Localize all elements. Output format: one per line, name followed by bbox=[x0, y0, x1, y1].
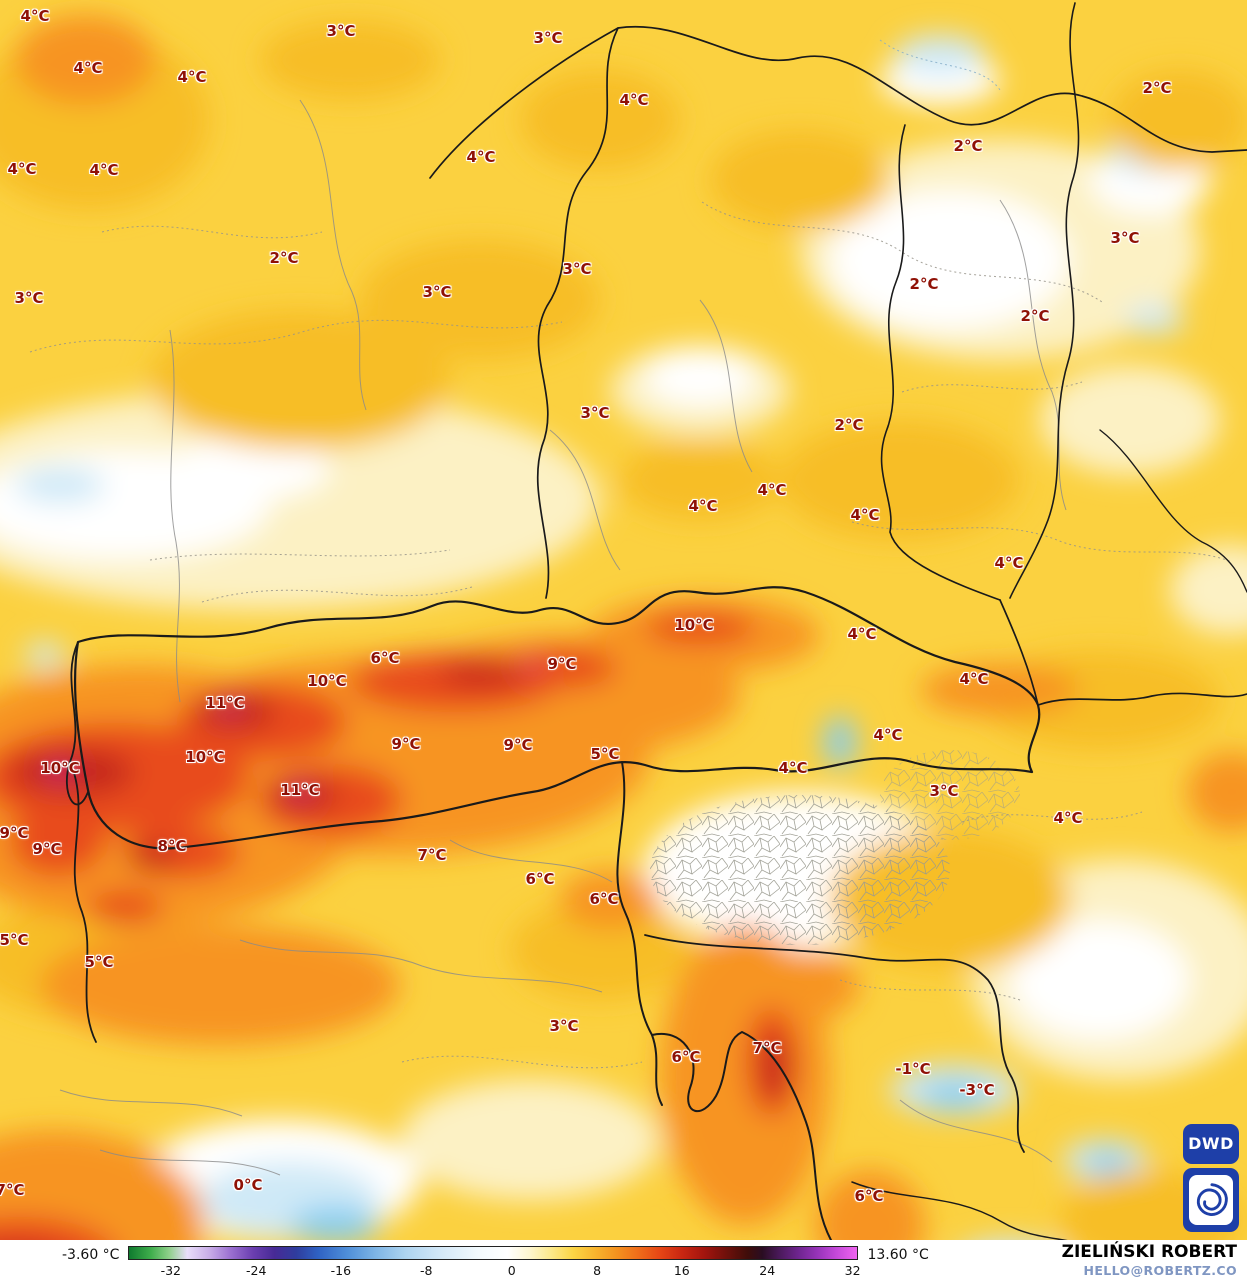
adriatic-coastline bbox=[651, 1031, 833, 1240]
legend-tick-label: -8 bbox=[420, 1263, 433, 1278]
dwd-logo: DWD bbox=[1183, 1124, 1239, 1232]
legend-tick-label: 24 bbox=[759, 1263, 776, 1278]
regional-borders bbox=[59, 99, 1067, 1176]
legend-tick-label: 32 bbox=[844, 1263, 861, 1278]
dwd-logo-text: DWD bbox=[1183, 1124, 1239, 1164]
legend-tick-label: -32 bbox=[160, 1263, 181, 1278]
legend-tick-label: 8 bbox=[593, 1263, 602, 1278]
contour-lines bbox=[29, 39, 1233, 1069]
attribution: ZIELIŃSKI ROBERT HELLO@ROBERTZ.CO bbox=[1062, 1242, 1237, 1279]
legend-max-value: 13.60 °C bbox=[867, 1247, 929, 1263]
legend-tick-label: -24 bbox=[245, 1263, 267, 1278]
country-borders bbox=[65, 2, 1247, 1240]
legend-min-value: -3.60 °C bbox=[62, 1247, 120, 1263]
legend-tick-label: 0 bbox=[507, 1263, 516, 1278]
dwd-logo-emblem bbox=[1183, 1168, 1239, 1232]
legend-tick-label: 16 bbox=[673, 1263, 690, 1278]
legend-tick-label: -16 bbox=[330, 1263, 352, 1278]
legend-bar: -3.60 °C -32 -24 -16 -8 0 8 16 24 32 13.60 °C ZI… bbox=[0, 1240, 1247, 1287]
color-scale-legend: -32 -24 -16 -8 0 8 16 24 32 bbox=[128, 1246, 861, 1278]
map-area: 4°C 4°C 4°C 3°C 3°C 4°C 4°C 2°C 2°C 4°C 4°C 2°C 3°C 3… bbox=[0, 0, 1247, 1240]
temperature-anomaly-map bbox=[0, 0, 1247, 1240]
municipal-borders-cluster bbox=[650, 750, 1020, 945]
cyclone-spiral-icon bbox=[1196, 1183, 1228, 1216]
color-scale-bar bbox=[128, 1246, 859, 1260]
author-email: HELLO@ROBERTZ.CO bbox=[1083, 1263, 1237, 1279]
austria-border bbox=[73, 586, 1041, 850]
author-name: ZIELIŃSKI ROBERT bbox=[1061, 1242, 1237, 1262]
